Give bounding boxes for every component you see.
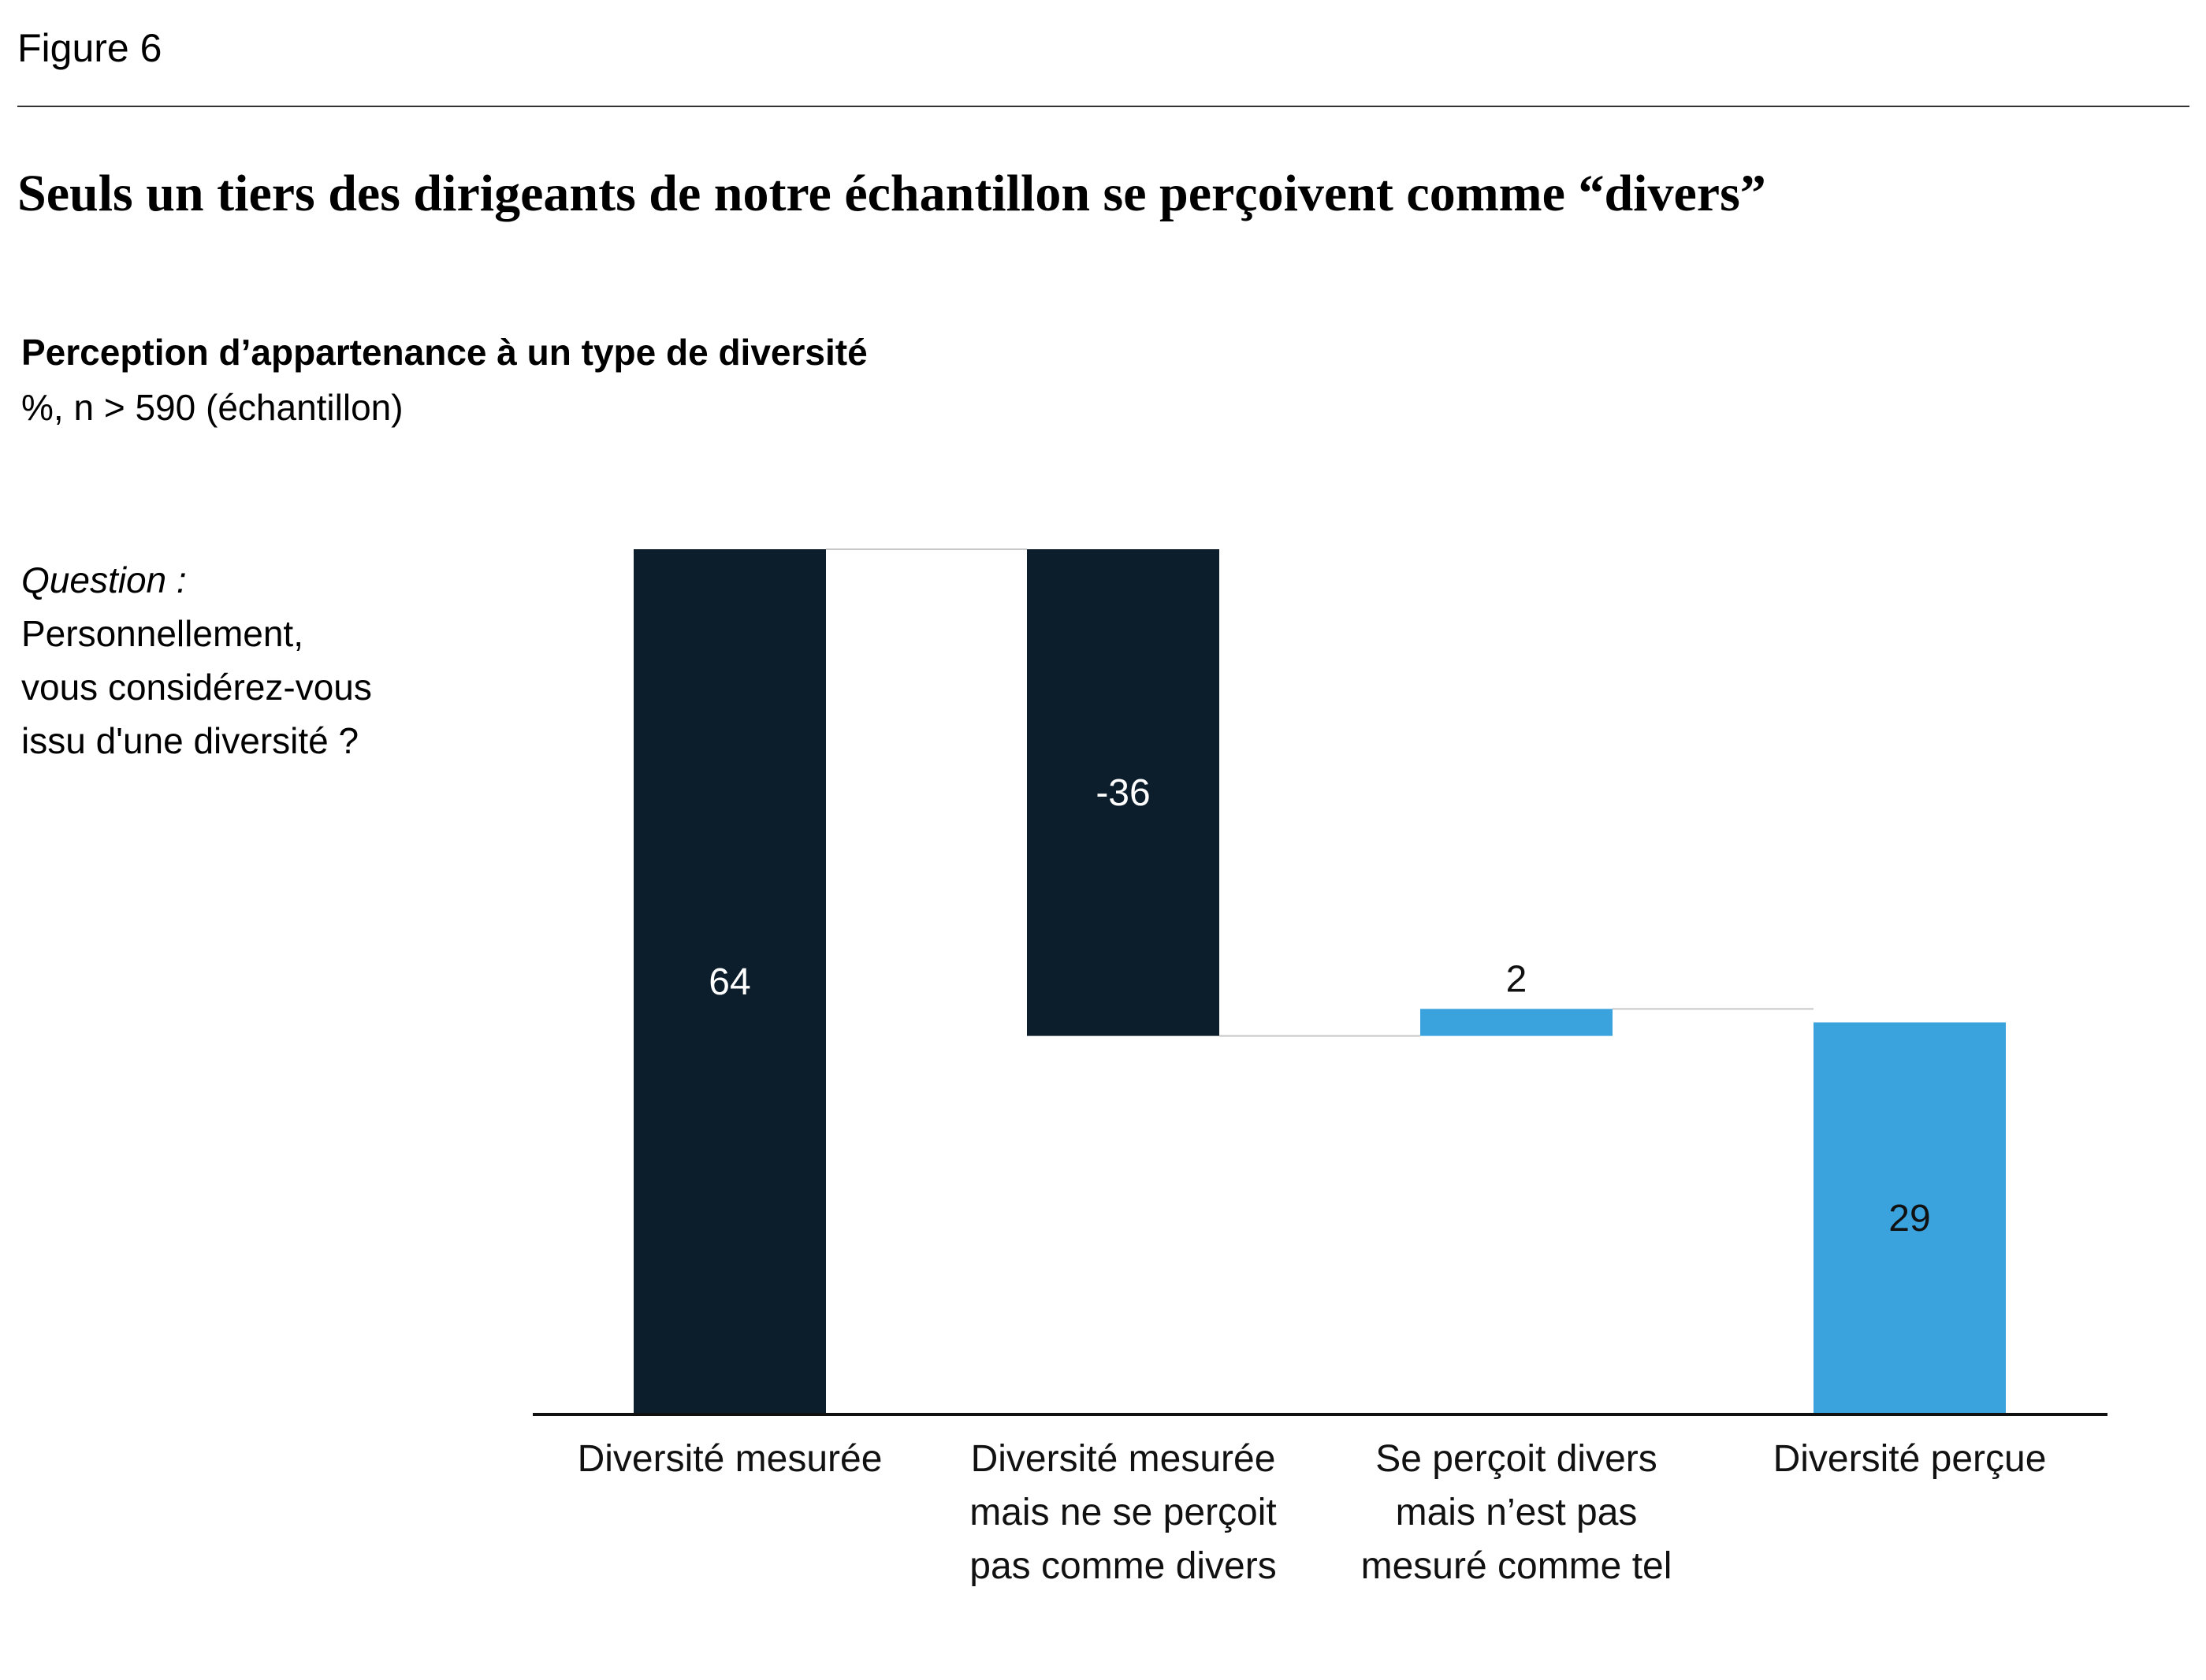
header-rule bbox=[17, 106, 2189, 107]
data-label: 2 bbox=[1506, 958, 1527, 1000]
x-tick-label: Diversité perçue bbox=[1773, 1438, 2047, 1480]
chart-subtitle: Perception d’appartenance à un type de d… bbox=[21, 332, 868, 373]
x-tick-label: Diversité mesurée mais ne se perçoit pas c… bbox=[969, 1438, 1277, 1587]
x-tick-label: Diversité mesurée bbox=[578, 1438, 883, 1480]
bar bbox=[1027, 549, 1219, 1036]
data-label: 29 bbox=[1888, 1198, 1930, 1240]
data-label: 64 bbox=[709, 961, 750, 1003]
figure-label: Figure 6 bbox=[17, 26, 162, 70]
bar bbox=[634, 549, 826, 1414]
chart-title: Seuls un tiers des dirigeants de notre é… bbox=[17, 165, 1766, 222]
bar bbox=[1420, 1009, 1613, 1036]
chart-units: %, n > 590 (échantillon) bbox=[21, 387, 404, 428]
data-label: -36 bbox=[1096, 772, 1150, 814]
x-tick-label: Se perçoit divers mais n’est pas mesuré co… bbox=[1361, 1438, 1672, 1587]
question-line: issu d'une diversité ? bbox=[21, 720, 359, 761]
question-heading: Question : bbox=[21, 559, 187, 600]
bar bbox=[1814, 1022, 2006, 1414]
question-line: vous considérez-vous bbox=[21, 667, 372, 708]
question-note: Question : Personnellement, vous considé… bbox=[21, 553, 372, 768]
question-line: Personnellement, bbox=[21, 613, 303, 654]
